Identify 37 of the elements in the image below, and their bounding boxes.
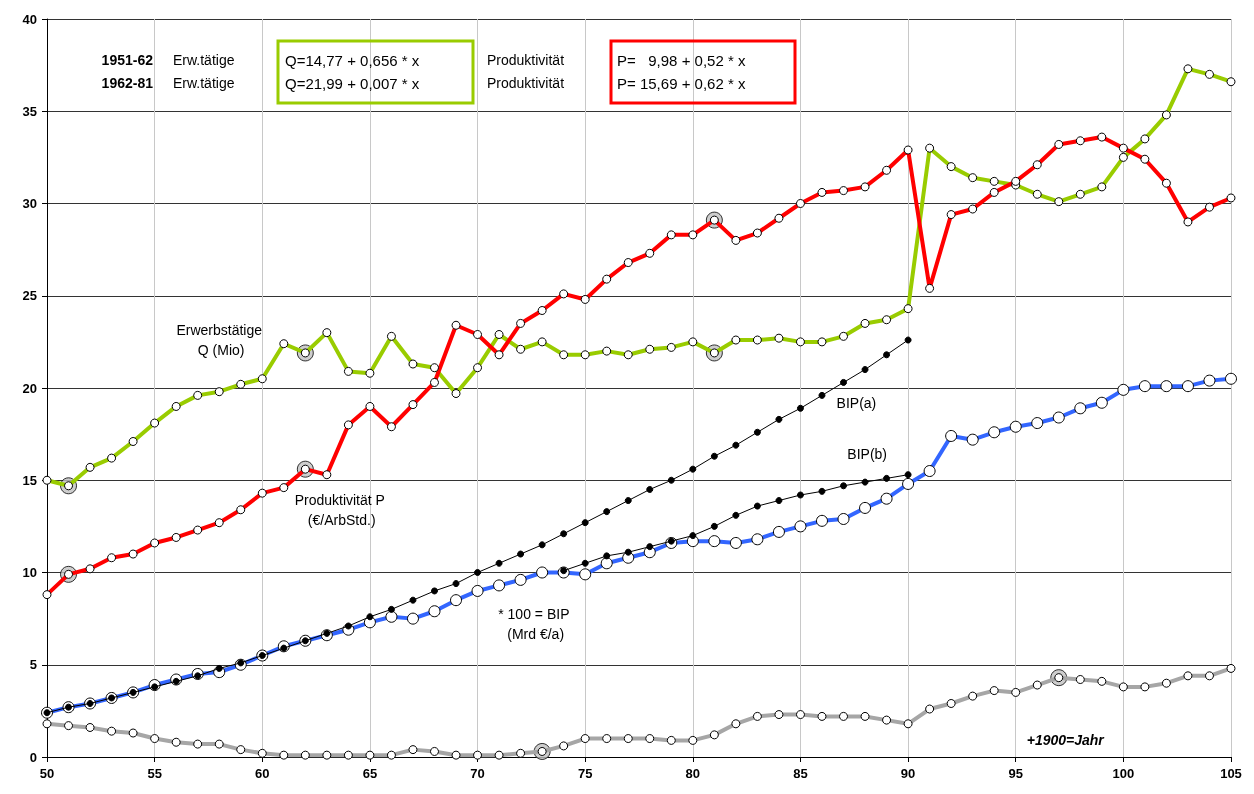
x-tick-label: 100 [1112,766,1135,781]
x-tick-label: 70 [470,766,485,781]
y-tick-label: 30 [22,196,37,211]
x-tick-label: 80 [685,766,701,781]
annotation: 1962-81 [101,75,154,91]
y-tick-label: 35 [22,103,37,119]
y-tick-label: 15 [22,472,37,488]
annotation: Q=14,77 + 0,656 * x [285,51,420,69]
annotation: 1951-62 [101,52,154,68]
x-tick-label: 105 [1220,766,1242,781]
series-label: Erwerbstätige Q (Mio) [176,322,263,359]
x-tick-label: 95 [1008,766,1023,781]
series-label: * 100 = BIP (Mrd €/a) [498,606,574,643]
series-label: BIP(a) [836,394,877,411]
annotation: P= 9,98 + 0,52 * x [617,51,746,69]
annotation: Erw.tätige [173,75,235,91]
x-tick-label: 50 [39,766,55,781]
x-tick-label: 60 [255,766,270,781]
annotation: Erw.tätige [173,52,235,68]
annotation: P= 15,69 + 0,62 * x [617,74,746,92]
x-tick-label: 75 [577,766,593,781]
y-tick-label: 40 [22,11,37,27]
x-tick-label: 55 [147,766,162,781]
annotation: Q=21,99 + 0,007 * x [285,74,420,92]
y-tick-label: 10 [22,565,37,580]
series-label: BIP(b) [847,446,888,463]
x-tick-label: 85 [793,766,808,781]
annotation: Produktivität [487,75,565,91]
y-tick-label: 25 [22,288,37,304]
annotation: +1900=Jahr [1026,732,1106,749]
x-tick-label: 90 [900,766,916,781]
x-tick-label: 65 [362,766,378,781]
series-label: Produktivität P (€/ArbStd.) [294,491,385,528]
y-tick-label: 20 [22,380,37,396]
y-tick-label: 0 [29,749,37,765]
y-tick-label: 5 [29,657,37,673]
annotation: Produktivität [487,52,565,68]
